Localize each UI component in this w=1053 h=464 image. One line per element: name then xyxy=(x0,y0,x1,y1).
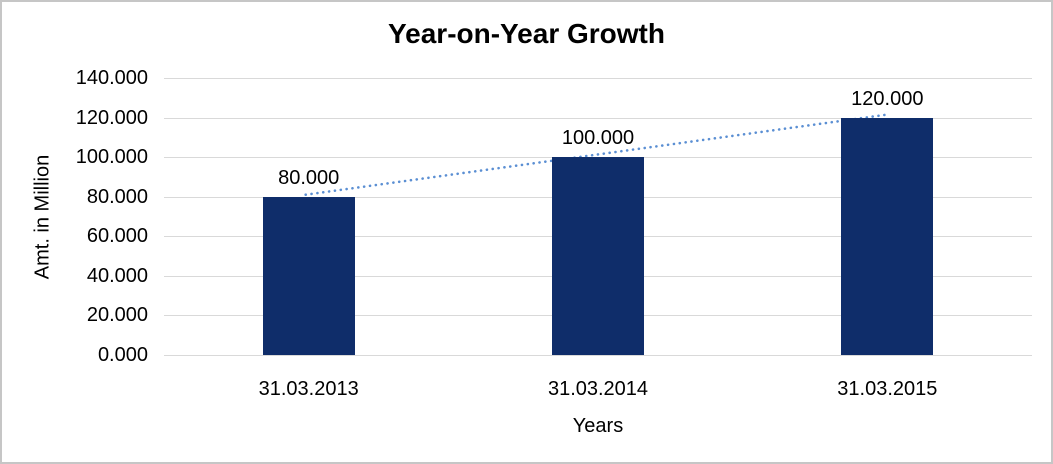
y-tick-label: 40.000 xyxy=(86,264,148,287)
chart-title: Year-on-Year Growth xyxy=(388,18,665,49)
bar xyxy=(841,117,934,355)
y-tick-label: 60.000 xyxy=(86,225,148,248)
x-tick-label: 31.03.2013 xyxy=(258,378,359,400)
x-tick-label: 31.03.2014 xyxy=(547,378,649,400)
bar xyxy=(552,157,644,355)
bar-value-label: 120.000 xyxy=(851,87,924,110)
y-axis-title: Amt. in Million xyxy=(31,154,54,280)
y-tick-label: 80.000 xyxy=(86,185,148,208)
y-tick-label: 100.000 xyxy=(75,146,148,169)
bar-value-label: 100.000 xyxy=(561,127,635,150)
y-tick-label: 140.000 xyxy=(75,67,148,89)
bar xyxy=(262,196,355,355)
gridline xyxy=(164,355,1032,356)
y-tick-label: 0.000 xyxy=(97,344,148,366)
y-tick-label: 20.000 xyxy=(86,304,148,327)
y-tick-label: 120.000 xyxy=(75,106,148,129)
bar-value-label: 80.000 xyxy=(278,166,340,189)
gridline xyxy=(164,117,1032,119)
gridline xyxy=(164,78,1032,79)
x-axis-title: Years xyxy=(572,415,624,437)
x-tick-label: 31.03.2015 xyxy=(837,378,938,400)
